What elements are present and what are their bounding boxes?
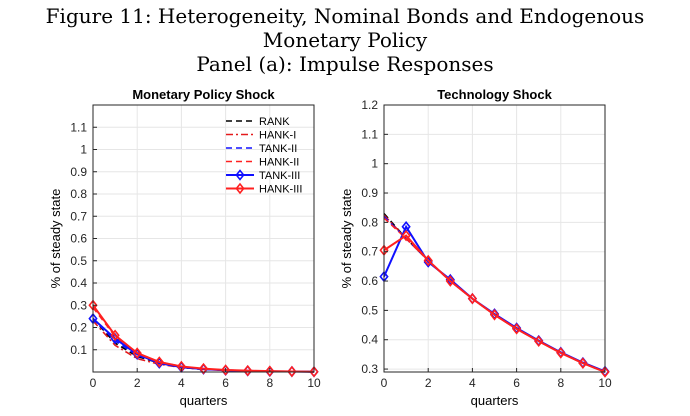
x-axis-label: quarters [180,393,228,408]
legend-label-tank-iii: TANK-III [259,170,300,182]
chart-title: Technology Shock [437,87,552,102]
y-axis-label: % of steady state [339,189,354,289]
x-tick-label: 2 [134,376,141,390]
data-point-tank-iii [423,256,433,268]
legend-marker [235,182,245,195]
y-tick-label: 1.1 [70,120,87,134]
y-tick-label: 0.8 [70,187,87,201]
panel-title: Panel (a): Impulse Responses [196,52,494,76]
series-line-hank-iii [383,234,606,373]
data-point-hank-iii [556,347,566,359]
data-point-hank-iii [489,309,500,321]
data-point-hank-iii [309,365,319,378]
x-tick-label: 8 [557,376,564,390]
y-tick-label: 0.5 [70,254,87,268]
x-tick-label: 6 [513,376,520,390]
axes-frame [383,104,606,373]
y-tick-label: 0.3 [70,298,87,312]
data-point-hank-iii [110,329,120,342]
x-tick-label: 0 [381,376,388,390]
y-axis-label: % of steady state [48,189,63,289]
x-tick-label: 10 [598,376,612,390]
data-point-hank-iii [445,275,455,287]
data-point-hank-iii [243,364,253,377]
data-point-hank-iii [578,357,588,369]
y-tick-label: 0.2 [70,321,87,335]
y-tick-label: 1.1 [361,127,378,141]
y-tick-label: 0.8 [361,215,378,229]
x-axis-label: quarters [471,393,519,408]
y-tick-label: 0.7 [361,245,378,259]
y-tick-label: 0.4 [70,276,87,290]
data-point-hank-iii [265,365,275,377]
y-tick-label: 1 [80,143,87,157]
data-point-hank-iii [467,292,478,305]
x-tick-label: 0 [90,376,97,390]
chart-2: 0 2 4 6 8 10 0.3 0.4 0.5 0.6 0.7 0.8 0.9 1 1.1 1.2 Techn… [339,87,612,408]
y-tick-label: 0.6 [70,232,87,246]
legend-label-hank-ii: HANK-II [259,157,299,169]
data-point-hank-iii [198,362,209,375]
data-point-hank-iii [220,364,231,376]
series-line-hank-iii [92,304,315,373]
data-point-hank-iii [132,347,142,359]
plot-area [384,105,605,372]
x-tick-label: 10 [307,376,321,390]
y-tick-label: 0.9 [70,165,87,179]
data-point-hank-iii [511,323,522,335]
x-tick-label: 4 [469,376,476,390]
x-tick-label: 4 [178,376,185,390]
legend-label-hank-iii: HANK-III [259,184,302,196]
legend-marker [235,169,245,181]
y-tick-label: 0.5 [361,303,378,317]
y-tick-label: 0.6 [361,274,378,288]
y-tick-label: 1 [371,157,378,171]
data-point-hank-iii [287,365,297,378]
y-tick-label: 0.4 [361,333,378,347]
data-point-hank-iii [401,229,411,242]
y-tick-label: 0.1 [70,343,87,357]
data-point-hank-iii [154,356,164,368]
x-tick-label: 2 [425,376,432,390]
x-tick-label: 8 [266,376,273,390]
y-tick-label: 0.7 [70,209,87,223]
y-tick-label: 0.3 [361,362,378,376]
chart-title: Monetary Policy Shock [132,87,275,102]
data-point-hank-iii [600,366,610,378]
legend-label-hank-i: HANK-I [259,130,296,142]
legend-label-rank: RANK [259,116,290,128]
y-tick-label: 0.9 [361,186,378,200]
chart-1: 0 2 4 6 8 10 0.1 0.2 0.3 0.4 0.5 0.6 0.7 0.8 0.9 1 1.1 Mo… [48,87,321,408]
data-point-hank-iii [534,335,544,347]
y-tick-label: 1.2 [361,98,378,112]
legend-label-tank-ii: TANK-II [259,143,297,155]
x-tick-label: 6 [222,376,229,390]
data-point-hank-iii [423,254,433,267]
figure-title: Figure 11: Heterogeneity, Nominal Bonds … [45,4,645,52]
